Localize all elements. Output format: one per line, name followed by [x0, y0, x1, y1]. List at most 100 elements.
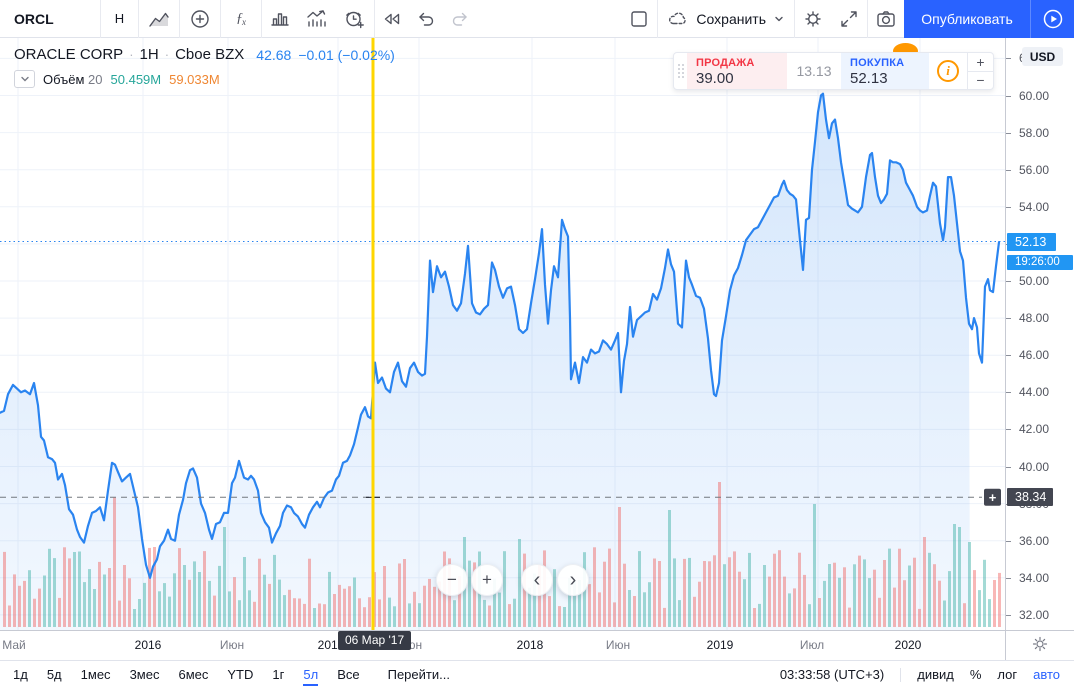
svg-text:+: + — [989, 490, 997, 505]
publish-button[interactable]: Опубликовать — [904, 0, 1030, 38]
sell-label: ПРОДАЖА — [696, 57, 755, 69]
legend-symbol-title[interactable]: ORACLE CORP — [14, 46, 124, 63]
volume-study-label[interactable]: Объём 20 — [43, 72, 103, 87]
volume-param: 20 — [88, 71, 103, 87]
time-tick-label: 2016 — [134, 638, 162, 652]
price-tick-label: 58.00 — [1006, 126, 1049, 140]
templates-button[interactable] — [262, 0, 298, 38]
sell-button[interactable]: ПРОДАЖА 39.00 — [687, 53, 787, 89]
range-button-Все[interactable]: Все — [337, 667, 360, 682]
line-over-bars-icon — [304, 7, 328, 31]
buy-price: 52.13 — [850, 70, 888, 87]
time-tick-label: Май — [2, 638, 26, 652]
volume-label: Объём — [43, 71, 85, 87]
time-tick-label: 2019 — [706, 638, 734, 652]
bottom-toolbar: 1д 5д 1мес 3мес 6мес YTD 1г 5л Все Перейти... 03… — [0, 660, 1074, 688]
quantity-decrease-button[interactable]: − — [976, 72, 985, 89]
fullscreen-button[interactable] — [831, 0, 867, 38]
symbol-button[interactable]: ORCL — [14, 10, 54, 27]
gear-icon — [801, 7, 825, 31]
replay-button[interactable] — [375, 0, 409, 38]
time-tick-label: Июн — [605, 638, 631, 652]
range-button-1мес[interactable]: 1мес — [80, 667, 111, 682]
clock-timezone-button[interactable]: 03:33:58 (UTC+3) — [779, 667, 885, 682]
range-button-YTD[interactable]: YTD — [227, 667, 254, 682]
save-label: Сохранить — [696, 10, 766, 27]
legend-exchange[interactable]: Cboe BZX — [175, 46, 245, 63]
price-tick-label: 40.00 — [1006, 460, 1049, 474]
time-tick-label: 2017 — [317, 638, 345, 652]
bottom-right-group: 03:33:58 (UTC+3) дивид % лог авто — [780, 667, 1074, 682]
scroll-right-button[interactable]: › — [557, 564, 589, 596]
compare-plus-icon — [188, 7, 212, 31]
date-range-buttons: 1д 5д 1мес 3мес 6мес YTD 1г 5л Все — [0, 661, 360, 688]
save-button[interactable]: Сохранить — [658, 0, 794, 38]
legend-interval[interactable]: 1H — [139, 46, 159, 63]
range-button-5д[interactable]: 5д — [46, 667, 62, 682]
zoom-in-button[interactable]: + — [471, 564, 503, 596]
trade-panel-drag-handle[interactable] — [674, 53, 687, 89]
separator — [794, 0, 795, 38]
layout-button[interactable] — [621, 0, 657, 38]
area-chart-icon — [147, 7, 171, 31]
spread-value: 13.13 — [796, 63, 832, 79]
alert-button[interactable] — [334, 0, 374, 38]
compare-button[interactable] — [180, 0, 220, 38]
price-tick-label: 34.00 — [1006, 571, 1049, 585]
range-button-1д[interactable]: 1д — [13, 667, 28, 682]
cloud-icon — [666, 7, 690, 31]
sun-icon — [1032, 636, 1048, 655]
svg-text:ƒ: ƒ — [236, 11, 243, 26]
log-scale-toggle[interactable]: лог — [997, 667, 1018, 682]
redo-button[interactable] — [443, 0, 477, 38]
quantity-increase-button[interactable]: + — [968, 53, 993, 72]
info-icon: i — [937, 60, 959, 82]
rewind-icon — [380, 7, 404, 31]
price-tick-label: 60.00 — [1006, 89, 1049, 103]
legend-last-price: 42.68 — [256, 46, 292, 63]
svg-text:x: x — [241, 17, 246, 27]
publish-play-button[interactable] — [1030, 0, 1074, 38]
percent-scale-toggle[interactable]: % — [969, 667, 982, 682]
screenshot-button[interactable] — [868, 0, 904, 38]
trade-panel: ПРОДАЖА 39.00 13.13 ПОКУПКА 52.13 i + − — [673, 52, 994, 90]
chart-plot-area[interactable]: + ORACLE CORP · 1H · Cboe BZX 42.68 −0.0… — [0, 38, 1005, 630]
range-button-6мес[interactable]: 6мес — [178, 667, 209, 682]
settings-button[interactable] — [795, 0, 831, 38]
interval-button[interactable]: H — [114, 11, 125, 26]
dividends-adjust-toggle[interactable]: дивид — [917, 667, 954, 682]
sell-price: 39.00 — [696, 70, 734, 87]
axis-settings-button[interactable] — [1006, 630, 1074, 660]
currency-toggle[interactable]: USD — [1022, 47, 1063, 66]
goto-date-button[interactable]: Перейти... — [387, 667, 450, 682]
range-button-1г[interactable]: 1г — [272, 667, 285, 682]
auto-scale-toggle[interactable]: авто — [1033, 667, 1060, 682]
chart-indicators-button[interactable] — [298, 0, 334, 38]
buy-label: ПОКУПКА — [850, 57, 905, 69]
legend-values: 42.68 −0.01 (−0.02%) — [256, 47, 395, 63]
undo-arrow-icon — [414, 7, 438, 31]
layout-square-icon — [627, 7, 651, 31]
price-area-chart[interactable]: + — [0, 38, 1005, 630]
range-button-5л[interactable]: 5л — [303, 661, 318, 688]
price-tick-label: 44.00 — [1006, 385, 1049, 399]
legend-symbol-row: ORACLE CORP · 1H · Cboe BZX 42.68 −0.01 … — [14, 46, 395, 63]
legend-collapse-button[interactable] — [14, 70, 35, 88]
legend-volume-row: Объём 20 50.459M 59.033M — [14, 70, 395, 88]
range-button-3мес[interactable]: 3мес — [129, 667, 160, 682]
crosshair-date-label: 06 Мар '17 — [338, 631, 412, 650]
scroll-left-button[interactable]: ‹ — [521, 564, 553, 596]
undo-button[interactable] — [409, 0, 443, 38]
zoom-out-button[interactable]: − — [436, 564, 468, 596]
trade-info-button[interactable]: i — [929, 53, 967, 89]
buy-button[interactable]: ПОКУПКА 52.13 — [841, 53, 929, 89]
time-axis[interactable]: Май2016Июн2017Июн2018Июн2019Июл2020 06 М… — [0, 630, 1005, 660]
legend-change: −0.01 (−0.02%) — [298, 46, 395, 63]
price-axis[interactable]: 62.0060.0058.0056.0054.0052.0050.0048.00… — [1005, 38, 1074, 660]
chart-style-button[interactable] — [139, 0, 179, 38]
